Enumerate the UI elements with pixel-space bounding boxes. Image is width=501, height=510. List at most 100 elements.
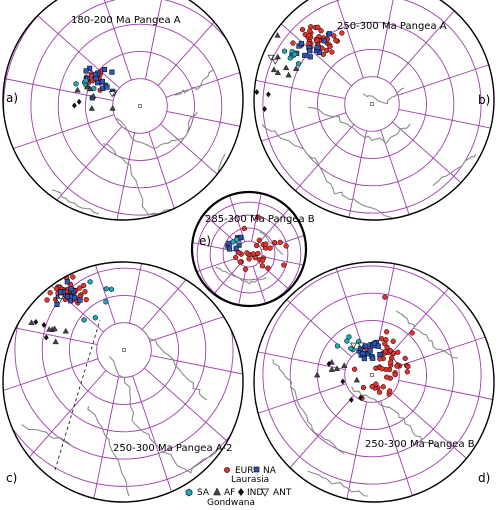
af-pole bbox=[84, 83, 91, 90]
ind-pole bbox=[41, 321, 47, 328]
meridian-line bbox=[254, 51, 346, 100]
eur-pole bbox=[259, 257, 266, 263]
af-pole bbox=[109, 105, 116, 111]
latitude-circle bbox=[262, 265, 482, 485]
eur-pole bbox=[351, 366, 358, 372]
latitude-circle bbox=[69, 295, 179, 405]
eur-pole bbox=[61, 270, 67, 276]
meridian-line bbox=[254, 383, 347, 460]
eur-pole bbox=[77, 285, 83, 291]
eur-pole bbox=[52, 275, 59, 282]
projection-disk bbox=[254, 0, 494, 220]
eur-pole bbox=[233, 254, 239, 261]
eur-pole bbox=[373, 381, 379, 387]
af-pole bbox=[314, 371, 321, 378]
meridian-line bbox=[254, 322, 346, 371]
legend-ind-label: IND bbox=[247, 488, 263, 498]
sa-pole bbox=[348, 345, 354, 352]
na-pole bbox=[99, 78, 105, 85]
eur-pole bbox=[244, 250, 250, 256]
meridian-line bbox=[397, 290, 494, 367]
sa-pole bbox=[292, 51, 298, 58]
na-pole bbox=[370, 355, 376, 361]
eur-pole bbox=[306, 32, 312, 39]
meridian-line bbox=[380, 129, 457, 220]
sa-pole bbox=[295, 60, 301, 67]
latitude-circle bbox=[289, 292, 455, 458]
eur-pole bbox=[283, 243, 289, 249]
eur-pole bbox=[405, 363, 411, 370]
eur-pole bbox=[22, 267, 28, 274]
meridian-line bbox=[254, 112, 347, 189]
legend-af-symbol bbox=[213, 487, 221, 496]
projection-disk bbox=[192, 192, 306, 306]
meridian-line bbox=[141, 262, 243, 330]
na-pole bbox=[100, 85, 106, 91]
eur-pole bbox=[58, 269, 64, 275]
na-pole bbox=[371, 340, 377, 346]
meridian-line bbox=[261, 256, 306, 280]
latitude-circle bbox=[14, 262, 234, 460]
eur-pole bbox=[307, 28, 313, 34]
pole-marker bbox=[370, 373, 374, 377]
legend-laurasia-label: Laurasia bbox=[231, 475, 269, 485]
ind-pole bbox=[71, 102, 77, 109]
pole-symbols-b bbox=[254, 24, 345, 112]
sa-pole bbox=[103, 298, 109, 305]
ant-pole bbox=[267, 54, 275, 61]
pole-marker bbox=[138, 104, 142, 108]
projection-disk bbox=[3, 0, 243, 220]
coastline bbox=[395, 310, 459, 359]
latitude-circle bbox=[235, 240, 263, 268]
legend-eur-label: EUR bbox=[235, 466, 254, 476]
ind-pole bbox=[262, 105, 268, 112]
sa-pole bbox=[87, 278, 93, 285]
eur-pole bbox=[255, 214, 261, 220]
pole-symbols-e bbox=[225, 214, 289, 272]
meridian-line bbox=[144, 0, 193, 80]
eur-pole bbox=[382, 294, 388, 300]
eur-pole bbox=[271, 239, 278, 246]
meridian-line bbox=[39, 262, 116, 325]
na-pole bbox=[316, 49, 322, 56]
na-pole bbox=[64, 279, 70, 285]
coastline bbox=[144, 332, 208, 401]
eur-pole bbox=[402, 355, 408, 362]
sa-pole bbox=[73, 80, 79, 87]
meridian-line bbox=[319, 130, 368, 220]
eur-pole bbox=[253, 242, 260, 249]
eur-pole bbox=[339, 30, 345, 36]
meridian-line bbox=[150, 354, 243, 403]
meridian-line bbox=[160, 123, 243, 220]
ind-pole bbox=[340, 378, 346, 385]
sa-pole bbox=[334, 343, 340, 349]
eur-pole bbox=[382, 349, 389, 355]
eur-pole bbox=[82, 288, 88, 295]
eur-pole bbox=[395, 349, 401, 356]
coastlines-c bbox=[21, 332, 220, 497]
af-pole bbox=[270, 66, 278, 73]
projection-outline bbox=[253, 0, 495, 221]
eur-pole bbox=[83, 296, 89, 303]
projection-outline bbox=[253, 261, 495, 503]
legend-ant-label: ANT bbox=[273, 488, 292, 498]
meridian-line bbox=[55, 0, 132, 81]
meridian-line bbox=[71, 376, 120, 502]
na-pole bbox=[367, 348, 373, 354]
eur-pole bbox=[299, 26, 306, 33]
latitude-circle bbox=[85, 51, 195, 161]
coastlines-b bbox=[261, 87, 477, 219]
af-pole bbox=[90, 92, 97, 99]
na-pole bbox=[226, 246, 233, 252]
meridian-line bbox=[3, 53, 114, 102]
eur-pole bbox=[314, 37, 320, 43]
na-pole bbox=[315, 44, 321, 51]
coastline bbox=[175, 69, 214, 96]
meridian-line bbox=[165, 21, 243, 98]
coastline bbox=[432, 153, 477, 186]
coastline bbox=[51, 189, 100, 215]
af-pole bbox=[51, 325, 58, 332]
meridian-line bbox=[148, 131, 225, 220]
meridian-line bbox=[3, 358, 99, 435]
